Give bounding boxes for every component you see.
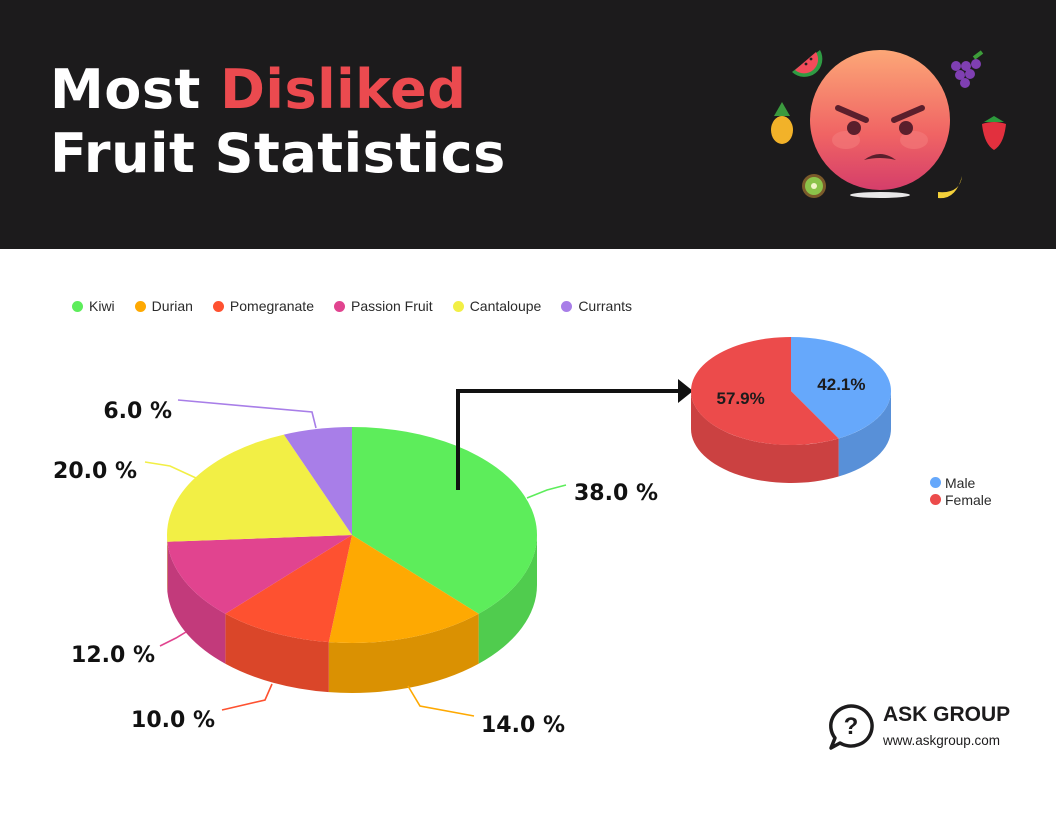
- data-label-passion-fruit: 12.0 %: [71, 643, 155, 668]
- legend-item-cantaloupe: Cantaloupe: [452, 298, 542, 314]
- pineapple-icon: [771, 102, 793, 144]
- leader-line-cantaloupe: [144, 461, 197, 479]
- legend-label: Cantaloupe: [469, 298, 542, 314]
- brand-url: www.askgroup.com: [883, 733, 1001, 748]
- legend-dot: [72, 300, 83, 312]
- legend-item-durian: Durian: [134, 298, 193, 314]
- legend-dot: [930, 494, 941, 505]
- brand-name: ASK GROUP: [883, 703, 1011, 726]
- pie-slice-durian: [328, 535, 479, 643]
- legend-item-kiwi: Kiwi: [72, 298, 115, 314]
- kiwi-icon: [802, 174, 826, 198]
- legend-dot: [134, 300, 146, 312]
- legend-item-currants: Currants: [561, 298, 632, 314]
- legend-label: Durian: [151, 298, 193, 314]
- svg-text:?: ?: [844, 713, 859, 740]
- legend-item-pomegranate: Pomegranate: [212, 298, 314, 314]
- legend-label: Female: [945, 491, 992, 508]
- data-label-cantaloupe: 20.0 %: [53, 459, 137, 484]
- main-pie: [167, 427, 538, 693]
- leader-line-currants: [177, 399, 317, 429]
- legend-dot: [452, 300, 464, 312]
- pie-side-male: [838, 391, 891, 477]
- breakdown-arrow-head: [678, 379, 693, 403]
- watermelon-icon: [792, 50, 823, 77]
- title-highlight: Disliked: [220, 58, 467, 121]
- leader-line-durian: [407, 685, 475, 717]
- data-label-currants: 6.0 %: [103, 399, 172, 424]
- pie-slice-male: [791, 337, 891, 439]
- legend-dot: [333, 300, 345, 312]
- banana-icon: [938, 176, 962, 199]
- legend-dot: [561, 300, 573, 312]
- pie-slice-currants: [283, 427, 352, 535]
- leader-line-kiwi: [526, 484, 567, 499]
- pie-slice-passion-fruit: [167, 535, 352, 614]
- legend-label: Pomegranate: [229, 298, 314, 314]
- legend-label: Kiwi: [89, 298, 115, 314]
- breakdown-arrow-line: [456, 389, 680, 490]
- leader-line-passion-fruit: [159, 631, 187, 647]
- pie-side-durian: [328, 613, 479, 693]
- gender-pie: [691, 337, 891, 484]
- angry-face-illustration: [771, 50, 1006, 199]
- legend-label: Passion Fruit: [350, 298, 433, 314]
- pie-side-kiwi: [478, 535, 537, 664]
- data-label-durian: 14.0 %: [481, 713, 565, 738]
- title-prefix: Most: [50, 58, 201, 121]
- legend-label: Currants: [578, 298, 632, 314]
- angry-face-icon: [810, 50, 950, 190]
- pie-side-female: [691, 391, 839, 484]
- legend-label: Male: [945, 474, 976, 491]
- question-bubble-icon: ?: [829, 704, 874, 750]
- gender-legend: Male Female: [930, 474, 992, 508]
- pie-side-passion-fruit: [167, 541, 226, 664]
- legend-dot: [930, 477, 941, 488]
- data-label-pomegranate: 10.0 %: [131, 708, 215, 733]
- leader-line-pomegranate: [221, 683, 273, 711]
- legend-item-female: Female: [930, 491, 992, 508]
- legend-item-passion-fruit: Passion Fruit: [333, 298, 433, 314]
- pie-slice-cantaloupe: [167, 434, 352, 542]
- strawberry-icon: [982, 116, 1006, 150]
- chart-legend: Kiwi Durian Pomegranate Passion Fruit Ca…: [72, 298, 632, 314]
- legend-item-male: Male: [930, 474, 992, 491]
- data-label-female: 57.9%: [716, 389, 764, 408]
- data-label-kiwi: 38.0 %: [574, 481, 658, 506]
- page-title: Most Disliked Fruit Statistics: [50, 58, 506, 186]
- grapes-icon: [951, 50, 984, 88]
- pie-slice-kiwi: [352, 427, 538, 614]
- title-line2: Fruit Statistics: [50, 122, 506, 185]
- pie-charts: 38.0 % 14.0 % 10.0 % 12.0 % 20.0 % 6.0 % 42.1%…: [53, 337, 891, 738]
- legend-dot: [212, 300, 224, 312]
- pie-side-pomegranate: [225, 613, 329, 693]
- data-label-male: 42.1%: [817, 375, 865, 394]
- pie-slice-female: [691, 337, 839, 445]
- pie-slice-pomegranate: [225, 535, 352, 643]
- header-banner: Most Disliked Fruit Statistics: [0, 0, 1056, 249]
